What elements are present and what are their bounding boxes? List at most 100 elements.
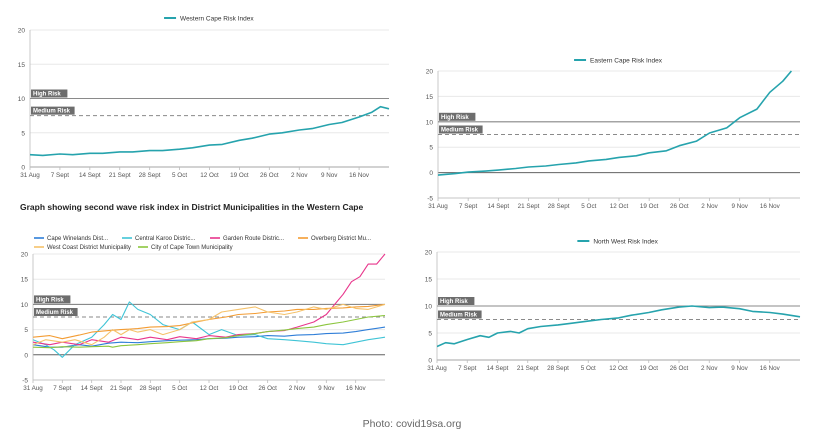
y-tick-label: 10 [425,304,433,311]
y-tick-label: 0 [429,170,433,177]
x-tick-label: 31 Aug [23,385,43,392]
x-tick-label: 19 Oct [639,365,658,372]
y-tick-label: 10 [21,302,29,309]
threshold-label: High Risk [441,115,469,121]
x-tick-label: 16 Nov [760,365,781,372]
x-tick-label: 14 Sept [79,172,101,179]
x-tick-label: 7 Sept [458,365,476,372]
threshold-label-bg [439,112,476,121]
x-tick-label: 28 Sept [548,203,570,210]
series-line [30,105,390,157]
x-tick-label: 21 Sept [518,203,540,210]
legend-label: Central Karoo Distric... [135,236,196,242]
x-tick-label: 2 Nov [701,203,718,210]
district-municipalities-chart: -5 0 5 10 15 20 31 Aug 7 Sept 14 Sept 21 Sept 28 S… [21,236,386,392]
y-tick-label: 5 [429,145,433,152]
y-tick-label: 15 [21,277,29,284]
north-west-chart: 0 5 10 15 20 31 Aug 7 Sept 14 Sept 21 Sept 28 Sep… [425,238,801,372]
threshold-label: High Risk [36,297,64,303]
x-tick-label: 14 Sept [487,365,509,372]
x-tick-label: 14 Sept [81,385,103,392]
x-tick-label: 2 Nov [701,365,718,372]
x-tick-label: 21 Sept [517,365,539,372]
threshold-label-bg [34,308,78,316]
y-tick-label: 0 [21,165,25,172]
legend-label: Eastern Cape Risk Index [590,57,663,64]
x-tick-label: 16 Nov [349,172,370,179]
threshold-label: High Risk [33,92,61,98]
series-line [33,253,386,346]
x-tick-label: 12 Oct [610,203,629,210]
y-tick-label: 15 [18,62,26,69]
y-tick-label: 10 [426,119,434,126]
x-tick-label: 21 Sept [109,172,131,179]
threshold-label-bg [438,310,482,319]
y-tick-label: 20 [425,250,433,257]
legend-label: Cape Winelands Dist... [47,236,108,242]
x-tick-label: 31 Aug [427,365,447,372]
x-tick-label: 5 Oct [172,172,187,179]
x-tick-label: 28 Sept [139,385,161,392]
threshold-label: High Risk [440,299,468,305]
x-tick-label: 14 Sept [487,203,509,210]
x-tick-label: 5 Oct [172,385,187,392]
legend-label: Overberg District Mu... [311,236,371,242]
legend-label: City of Cape Town Municipality [151,245,233,251]
threshold-label-bg [438,297,475,305]
y-tick-label: 0 [428,358,432,365]
x-tick-label: 26 Oct [258,385,277,392]
y-tick-label: 5 [24,327,28,334]
x-tick-label: 5 Oct [581,203,596,210]
x-tick-label: 26 Oct [260,172,279,179]
threshold-label: Medium Risk [440,313,478,319]
y-tick-label: 20 [18,28,26,35]
y-tick-label: -5 [22,378,28,385]
x-tick-label: 7 Sept [459,203,477,210]
x-tick-label: 7 Sept [51,172,69,179]
y-tick-label: 0 [24,352,28,359]
x-tick-label: 31 Aug [428,203,448,210]
legend-label: Western Cape Risk Index [180,15,254,22]
western-cape-chart: 0 5 10 15 20 31 Aug 7 Sept 14 Sept 21 Sept 28 Sep… [18,15,390,179]
x-tick-label: 16 Nov [760,203,781,210]
x-tick-label: 9 Nov [318,385,335,392]
threshold-label-bg [34,295,71,304]
y-tick-label: 10 [18,96,26,103]
x-tick-label: 7 Sept [53,385,71,392]
x-tick-label: 2 Nov [289,385,306,392]
district-chart-heading: Graph showing second wave risk index in … [20,202,364,212]
y-tick-label: -5 [427,196,433,203]
y-tick-label: 5 [21,130,25,137]
x-tick-label: 9 Nov [321,172,338,179]
series-line [438,70,793,176]
x-tick-label: 9 Nov [731,365,748,372]
y-tick-label: 20 [426,69,434,76]
y-tick-label: 5 [428,331,432,338]
series-line [33,303,386,346]
x-tick-label: 19 Oct [640,203,659,210]
x-tick-label: 26 Oct [670,365,689,372]
x-tick-label: 12 Oct [200,172,219,179]
eastern-cape-chart: -5 0 5 10 15 20 31 Aug 7 Sept 14 Sept 21 Sept 28 S… [426,57,800,210]
threshold-label: Medium Risk [33,109,71,115]
series-line [437,305,801,348]
threshold-label-bg [439,125,483,134]
x-tick-label: 19 Oct [230,172,249,179]
photo-credit: Photo: covid19sa.org [362,418,462,430]
x-tick-label: 12 Oct [200,385,219,392]
x-tick-label: 5 Oct [581,365,596,372]
x-tick-label: 31 Aug [20,172,40,179]
x-tick-label: 9 Nov [731,203,748,210]
legend-label: Garden Route Distric... [223,236,284,242]
legend-label: North West Risk Index [593,238,658,245]
y-tick-label: 15 [426,94,434,101]
x-tick-label: 28 Sept [547,365,569,372]
x-tick-label: 12 Oct [609,365,628,372]
x-tick-label: 16 Nov [346,385,367,392]
y-tick-label: 20 [21,252,29,259]
x-tick-label: 26 Oct [670,203,689,210]
x-tick-label: 19 Oct [229,385,248,392]
threshold-label-bg [31,89,68,98]
x-tick-label: 2 Nov [291,172,308,179]
threshold-label-bg [31,106,75,115]
